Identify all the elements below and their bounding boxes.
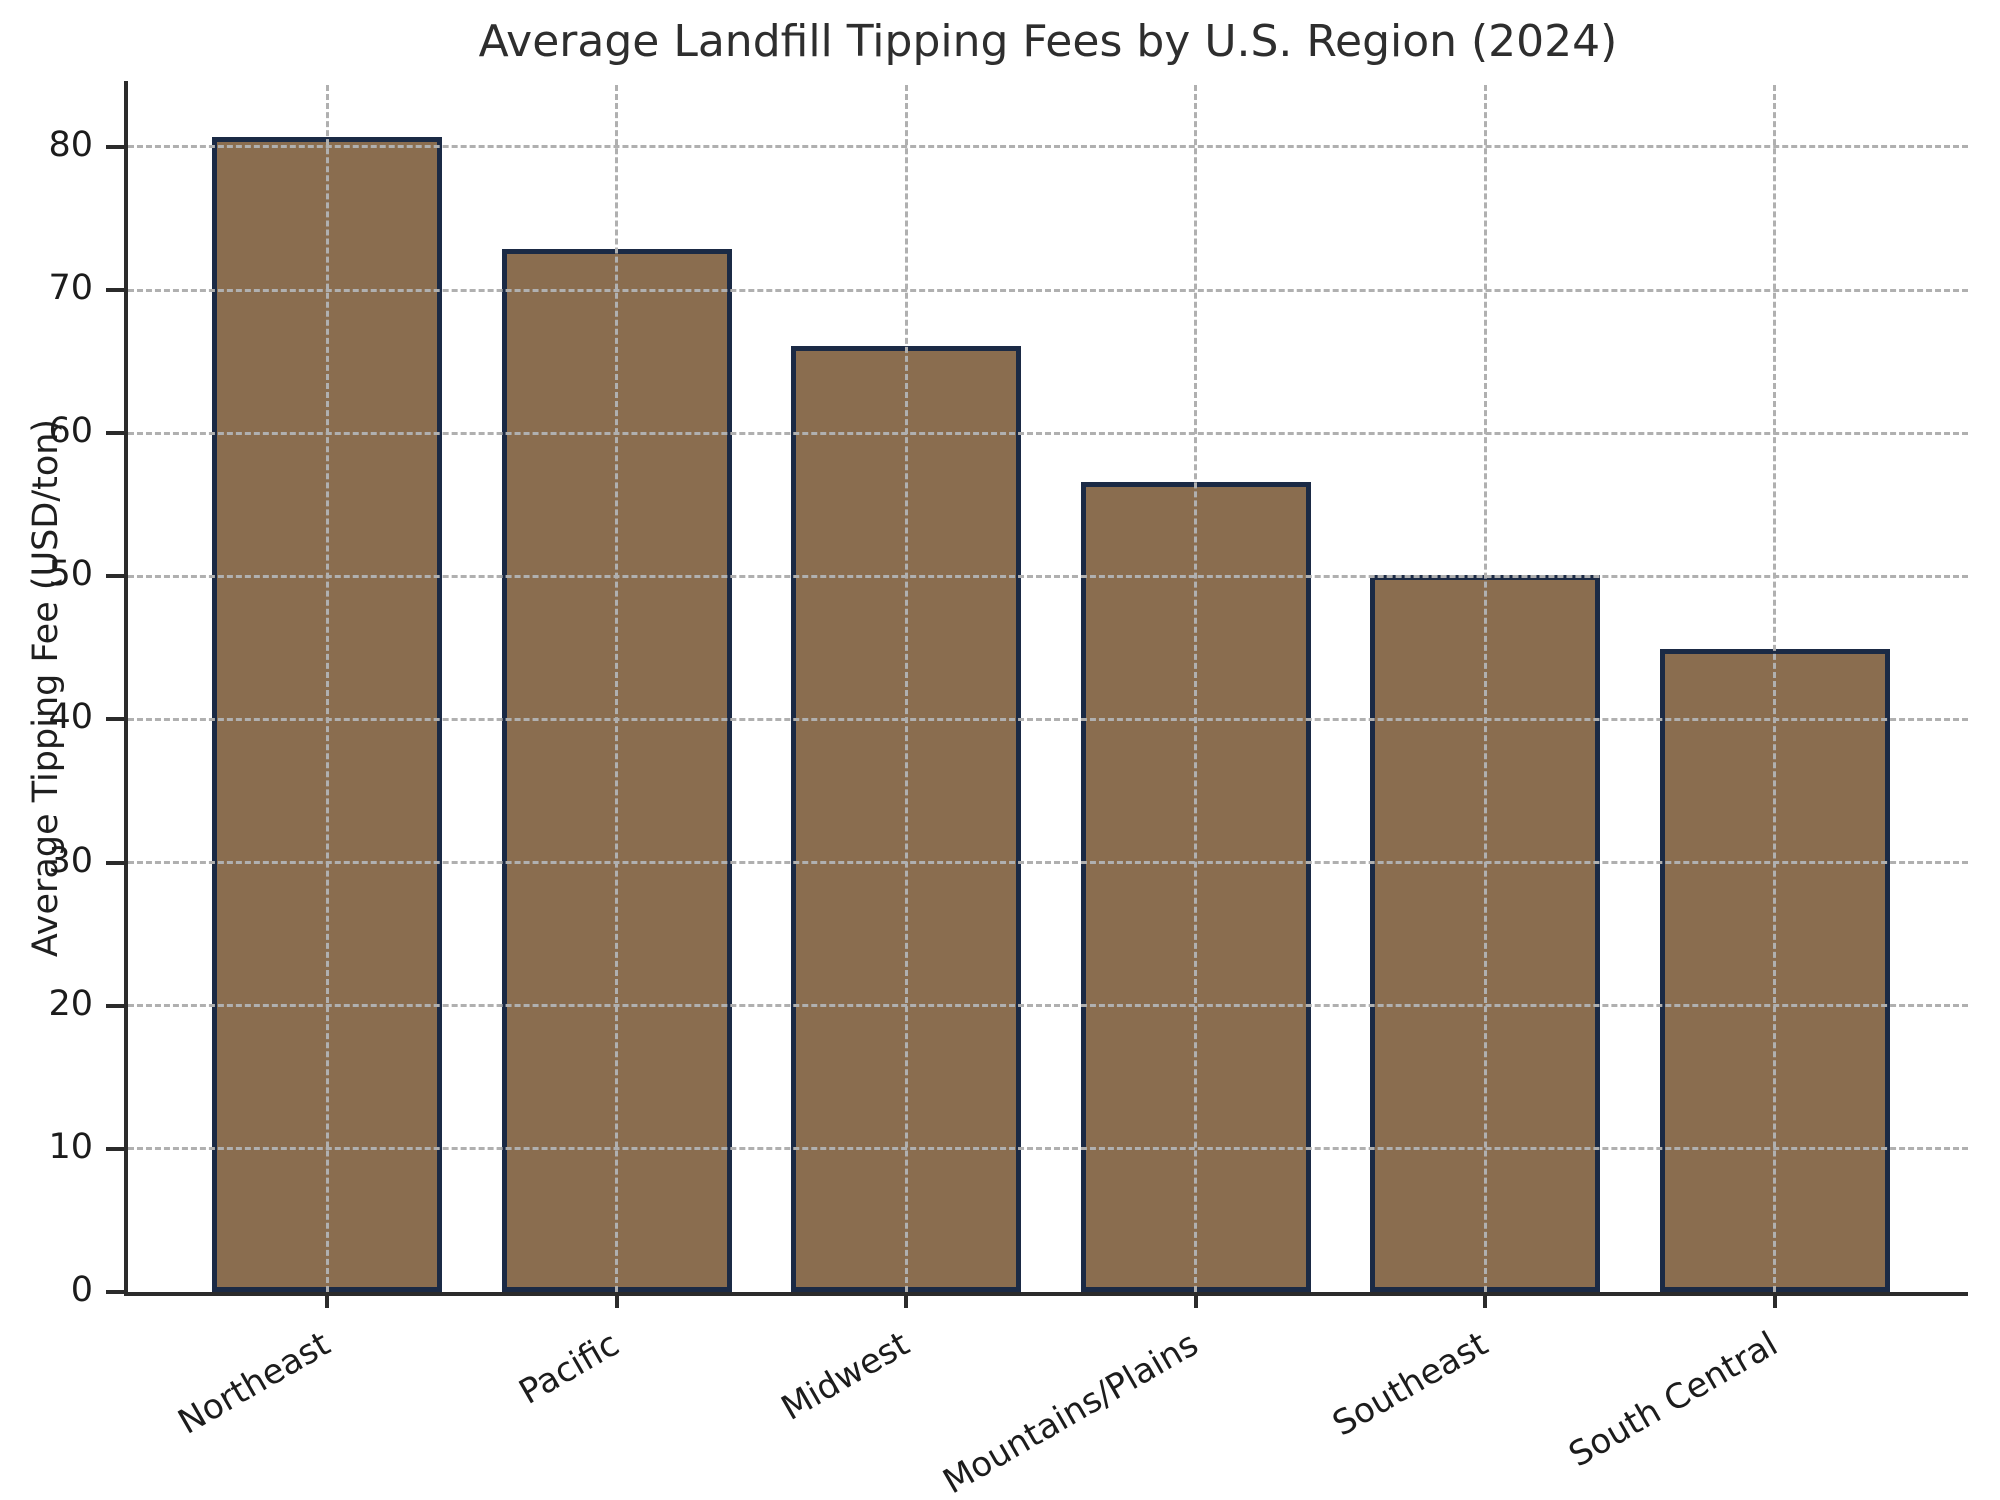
x-tick-mark-southeast: [1483, 1292, 1487, 1308]
y-gridline-30: [128, 861, 1968, 865]
x-tick-mark-midwest: [904, 1292, 908, 1308]
y-tick-label-70: 70: [48, 268, 93, 309]
x-tick-mark-south-central: [1772, 1292, 1777, 1308]
x-tick-mark-mountains-plains: [1193, 1292, 1198, 1308]
y-tick-label-30: 30: [48, 840, 93, 881]
x-gridline-midwest: [904, 85, 908, 1292]
y-gridline-10: [128, 1147, 1968, 1151]
y-tick-mark-30: [106, 860, 124, 865]
grid-layer: [128, 85, 1968, 1292]
y-tick-mark-60: [106, 431, 124, 436]
x-gridline-pacific: [615, 85, 618, 1292]
x-gridline-mountains-plains: [1194, 85, 1197, 1292]
y-gridline-20: [128, 1004, 1968, 1008]
y-tick-mark-40: [106, 717, 124, 722]
x-tick-label-southeast: Southeast: [1326, 1324, 1495, 1445]
y-gridline-40: [128, 717, 1968, 721]
x-tick-label-south-central: South Central: [1562, 1324, 1785, 1476]
y-axis-spine: [124, 81, 128, 1292]
y-tick-label-80: 80: [48, 124, 93, 165]
y-gridline-80: [128, 145, 1968, 149]
plot-area: 0 10 20 30 40 50 60 70 80 Northeast Pacific Midwest…: [48, 81, 1968, 1500]
chart-title: Average Landfill Tipping Fees by U.S. Re…: [478, 16, 1618, 67]
x-tick-label-midwest: Midwest: [774, 1324, 916, 1429]
x-tick-label-pacific: Pacific: [512, 1324, 627, 1413]
x-tick-label-mountains-plains: Mountains/Plains: [936, 1324, 1206, 1500]
y-tick-mark-50: [106, 574, 124, 579]
x-tick-label-northeast: Northeast: [171, 1324, 337, 1443]
y-tick-label-10: 10: [48, 1126, 93, 1167]
y-tick-mark-70: [106, 288, 124, 293]
x-axis-spine: [124, 1292, 1968, 1296]
y-gridline-50: [128, 574, 1968, 578]
ticks-layer: 0 10 20 30 40 50 60 70 80 Northeast Pacific Midwest…: [48, 85, 1968, 1500]
y-tick-mark-80: [106, 144, 124, 149]
y-tick-label-40: 40: [48, 697, 93, 738]
x-gridline-southeast: [1483, 85, 1487, 1292]
y-gridline-60: [128, 431, 1968, 435]
y-tick-mark-20: [106, 1003, 124, 1008]
x-gridline-south-central: [1773, 85, 1776, 1292]
y-tick-mark-0: [106, 1290, 124, 1294]
y-gridline-70: [128, 288, 1968, 292]
y-tick-mark-10: [106, 1146, 124, 1151]
x-tick-mark-pacific: [614, 1292, 619, 1308]
y-tick-label-0: 0: [70, 1270, 93, 1310]
x-gridline-northeast: [325, 85, 329, 1292]
y-tick-label-60: 60: [48, 411, 93, 452]
y-tick-label-20: 20: [48, 983, 93, 1024]
y-tick-label-50: 50: [48, 554, 93, 595]
x-tick-mark-northeast: [325, 1292, 329, 1308]
